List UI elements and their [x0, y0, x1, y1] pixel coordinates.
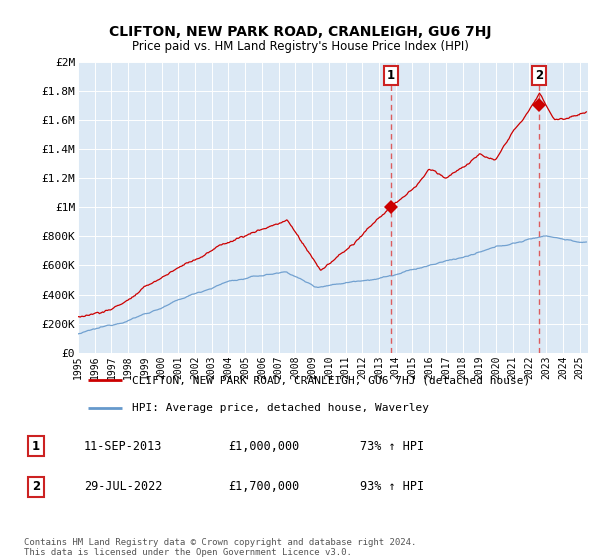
Text: 1: 1 [32, 440, 40, 453]
Text: 93% ↑ HPI: 93% ↑ HPI [360, 480, 424, 493]
Text: 1: 1 [386, 69, 395, 82]
Text: £1,000,000: £1,000,000 [228, 440, 299, 453]
Text: CLIFTON, NEW PARK ROAD, CRANLEIGH, GU6 7HJ: CLIFTON, NEW PARK ROAD, CRANLEIGH, GU6 7… [109, 25, 491, 39]
Text: £1,700,000: £1,700,000 [228, 480, 299, 493]
Text: 11-SEP-2013: 11-SEP-2013 [84, 440, 163, 453]
Text: Price paid vs. HM Land Registry's House Price Index (HPI): Price paid vs. HM Land Registry's House … [131, 40, 469, 53]
Text: 2: 2 [32, 480, 40, 493]
Text: HPI: Average price, detached house, Waverley: HPI: Average price, detached house, Wave… [132, 403, 429, 413]
Text: 29-JUL-2022: 29-JUL-2022 [84, 480, 163, 493]
Text: CLIFTON, NEW PARK ROAD, CRANLEIGH, GU6 7HJ (detached house): CLIFTON, NEW PARK ROAD, CRANLEIGH, GU6 7… [132, 375, 530, 385]
Text: 73% ↑ HPI: 73% ↑ HPI [360, 440, 424, 453]
Text: Contains HM Land Registry data © Crown copyright and database right 2024.
This d: Contains HM Land Registry data © Crown c… [24, 538, 416, 557]
Text: 2: 2 [535, 69, 543, 82]
